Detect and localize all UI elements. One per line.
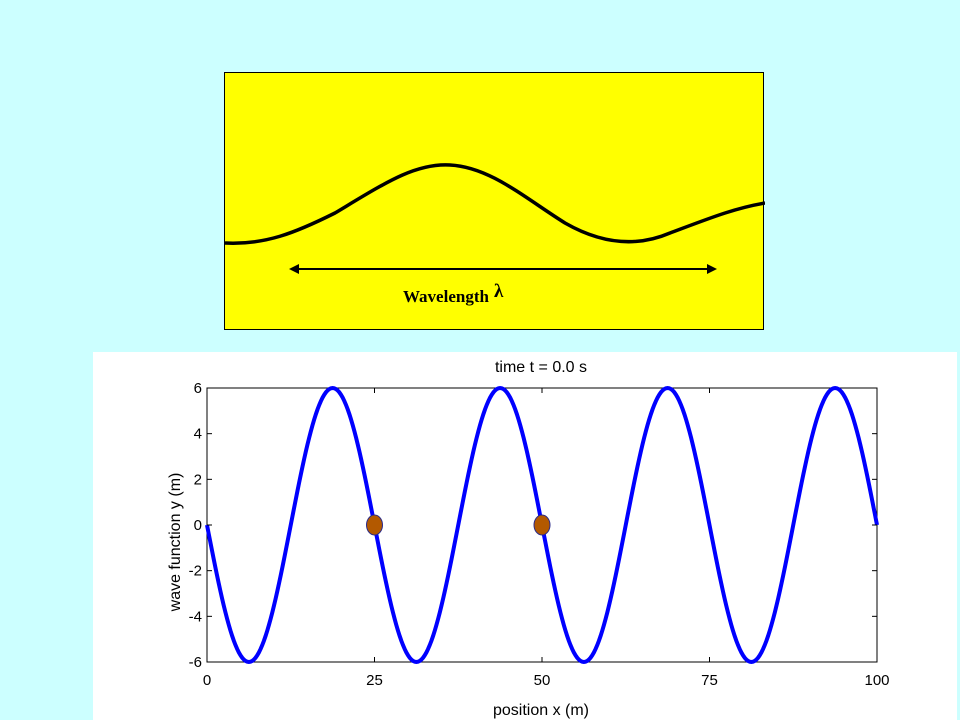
x-tick-label: 25 [366,672,383,689]
lambda-symbol: λ [493,281,504,302]
wavelength-label: Wavelength λ [403,281,503,308]
diagram-wave-curve [225,163,765,245]
wavelength-text: Wavelength [403,287,489,306]
plot-title: time t = 0.0 s [495,359,587,376]
x-tick-label: 50 [534,672,551,689]
point-marker [533,514,551,536]
x-axis-ticks: 0 25 50 75 100 [203,388,890,689]
y-tick-label: 2 [194,471,202,488]
x-tick-label: 100 [864,672,889,689]
y-tick-label: 0 [194,517,202,534]
wavelength-diagram: Wavelength λ [224,72,765,330]
wave-plot: time t = 0.0 s 0 25 50 75 100 -6 -4 -2 0 2 4 6 pos… [167,359,890,719]
y-tick-label: 4 [194,426,202,443]
x-tick-label: 0 [203,672,211,689]
y-axis-ticks: -6 -4 -2 0 2 4 6 [189,380,877,671]
wave-plot-panel: time t = 0.0 s 0 25 50 75 100 -6 -4 -2 0 2 4 6 pos… [93,352,957,720]
x-tick-label: 75 [701,672,718,689]
y-axis-label: wave function y (m) [167,473,184,613]
y-tick-label: -6 [189,654,202,671]
wavelength-diagram-svg [225,163,765,274]
y-tick-label: -2 [189,563,202,580]
point-marker [366,514,383,536]
y-tick-label: -4 [189,608,202,625]
plot-area [205,385,879,665]
y-tick-label: 6 [194,380,202,397]
x-axis-label: position x (m) [493,702,589,719]
